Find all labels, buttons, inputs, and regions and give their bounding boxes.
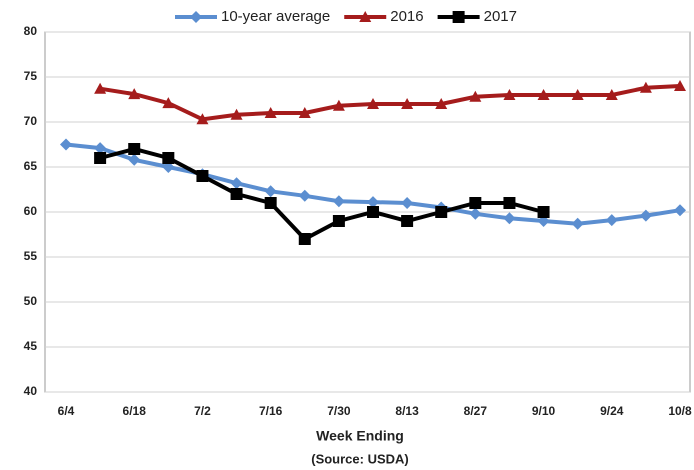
x-tick-label: 6/18 <box>123 404 147 418</box>
y-tick-label: 45 <box>24 339 38 353</box>
point <box>503 197 516 209</box>
point <box>401 98 414 109</box>
point <box>94 142 107 155</box>
point <box>230 188 243 200</box>
point <box>469 90 482 102</box>
x-tick-label: 8/13 <box>395 404 419 418</box>
point <box>230 177 243 190</box>
point <box>639 209 652 222</box>
x-axis-title: Week Ending <box>316 428 404 444</box>
point <box>264 185 277 198</box>
point <box>503 89 516 100</box>
x-tick-label: 10/8 <box>668 404 692 418</box>
point <box>264 107 277 118</box>
y-tick-label: 70 <box>24 114 38 128</box>
point <box>571 89 584 100</box>
point <box>469 207 482 220</box>
x-tick-label: 7/30 <box>327 404 351 418</box>
point <box>128 143 141 155</box>
point <box>605 214 618 227</box>
point <box>452 11 465 23</box>
point <box>674 204 686 217</box>
legend-label: 2017 <box>484 8 517 25</box>
x-tick-label: 7/16 <box>259 404 283 418</box>
point <box>298 107 311 118</box>
y-tick-label: 65 <box>24 159 38 173</box>
source-note: (Source: USDA) <box>311 451 409 466</box>
point <box>537 206 550 218</box>
legend-label: 2016 <box>390 8 423 25</box>
point <box>674 80 686 91</box>
y-tick-label: 40 <box>24 384 38 398</box>
point <box>537 89 550 100</box>
point <box>298 233 311 245</box>
point <box>332 99 345 111</box>
point <box>367 98 379 109</box>
y-tick-label: 60 <box>24 204 38 218</box>
point <box>332 215 345 227</box>
point <box>435 98 448 109</box>
point <box>190 11 202 23</box>
x-tick-label: 6/4 <box>58 404 75 418</box>
x-tick-label: 8/27 <box>464 404 488 418</box>
point <box>359 11 372 22</box>
point <box>605 89 618 100</box>
point <box>639 81 652 93</box>
point <box>571 217 584 230</box>
point <box>196 170 209 182</box>
point <box>162 152 175 164</box>
point <box>469 197 482 209</box>
point <box>367 196 379 209</box>
point <box>196 113 209 125</box>
point <box>60 138 72 151</box>
point <box>503 212 516 225</box>
x-tick-label: 9/24 <box>600 404 624 418</box>
y-tick-label: 50 <box>24 294 38 308</box>
point <box>367 206 379 218</box>
point <box>94 82 107 94</box>
point <box>298 189 311 202</box>
point <box>401 197 414 209</box>
point <box>332 195 345 208</box>
series-line <box>99 84 681 122</box>
point <box>128 153 141 166</box>
point <box>435 206 448 218</box>
point <box>128 88 141 100</box>
point <box>94 152 107 164</box>
point <box>264 197 277 209</box>
y-tick-label: 80 <box>24 24 38 38</box>
x-tick-label: 7/2 <box>194 404 211 418</box>
x-tick-label: 9/10 <box>532 404 556 418</box>
y-tick-label: 75 <box>24 69 38 83</box>
y-tick-label: 55 <box>24 249 38 263</box>
legend-label: 10-year average <box>221 8 330 25</box>
point <box>162 97 175 109</box>
point <box>401 215 414 227</box>
point <box>230 108 243 120</box>
